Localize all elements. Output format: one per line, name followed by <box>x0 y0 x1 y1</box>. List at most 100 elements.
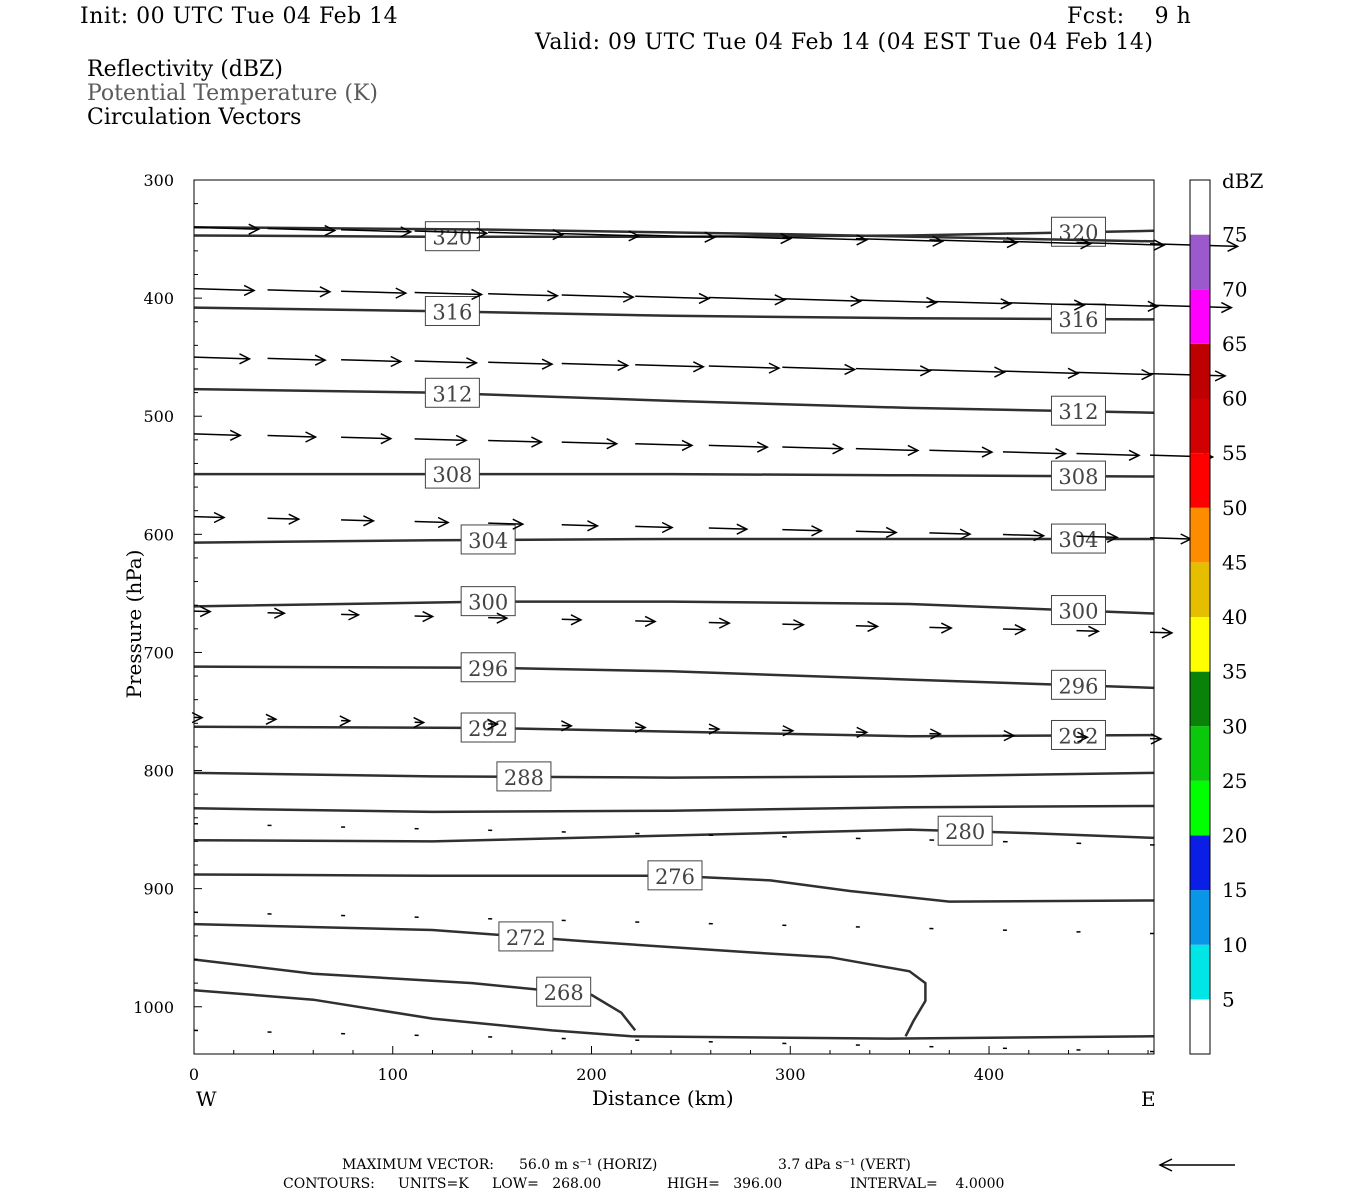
circulation-vector <box>341 613 359 616</box>
contour-label-box <box>460 524 516 555</box>
circulation-vector <box>635 442 693 447</box>
circulation-vector <box>929 300 1011 305</box>
vector-arrowhead <box>288 513 301 525</box>
colorbar-label: 70 <box>1222 277 1247 301</box>
y-tick-label: 400 <box>143 289 174 308</box>
vector-arrowhead <box>560 720 574 732</box>
vector-arrowhead <box>348 609 361 621</box>
circulation-vector <box>193 287 255 292</box>
contour-label: 276 <box>655 865 695 889</box>
vector-arrowhead <box>512 518 525 530</box>
circulation-vector <box>708 621 730 624</box>
contour-label: 320 <box>1058 221 1098 245</box>
circulation-vector <box>782 366 855 371</box>
circulation-vector <box>855 299 937 304</box>
colorbar-frame <box>1189 179 1211 1055</box>
colorbar-label: 10 <box>1222 933 1247 957</box>
colorbar-label: 35 <box>1222 660 1247 684</box>
vector-arrowhead <box>1161 627 1174 639</box>
colorbar-label: 25 <box>1222 769 1247 793</box>
x-tick-label: 200 <box>576 1065 607 1084</box>
circulation-vector <box>414 291 482 296</box>
max-vector-vertical: 3.7 dPa s⁻¹ (VERT) <box>778 1157 911 1173</box>
colorbar-segment <box>1190 671 1210 727</box>
vector-arrowhead <box>1000 298 1013 310</box>
vector-arrowhead <box>319 286 332 298</box>
contour-label: 312 <box>432 382 472 406</box>
circulation-vector <box>1002 240 1091 245</box>
vector-arrowhead <box>191 711 204 724</box>
colorbar-segment <box>1190 835 1210 891</box>
vector-arrowhead <box>274 607 287 619</box>
circulation-vector <box>708 527 747 530</box>
circulation-vector <box>1002 451 1066 455</box>
colorbar-label: 20 <box>1222 824 1247 848</box>
vector-arrowhead <box>681 439 694 452</box>
vector-arrowhead <box>471 288 484 301</box>
vector-arrowhead <box>704 231 717 243</box>
vector-arrowhead <box>940 622 953 634</box>
circulation-vector <box>929 626 952 629</box>
colorbar-segment <box>1190 726 1210 781</box>
contour-label-box <box>1050 669 1106 700</box>
colorbar-label: 50 <box>1222 496 1247 520</box>
vector-arrowhead <box>437 516 450 529</box>
vector-arrowhead <box>587 520 600 532</box>
circulation-vector <box>1002 370 1079 375</box>
contour-label-box <box>1050 303 1106 334</box>
vector-arrowhead <box>793 619 806 631</box>
vector-arrowhead <box>959 528 972 540</box>
contour-line <box>193 988 1155 1040</box>
contour-label: 300 <box>1058 600 1098 624</box>
colorbar-label: 55 <box>1222 441 1247 465</box>
vector-arrowhead <box>400 226 413 238</box>
contour-label: 296 <box>1058 674 1098 698</box>
y-tick-label: 500 <box>143 407 174 426</box>
colorbar-segment <box>1190 617 1210 672</box>
contour-label: 288 <box>504 766 544 790</box>
contour-line <box>193 537 1154 544</box>
contours-units: UNITS=K <box>398 1176 469 1192</box>
vector-arrowhead <box>1088 625 1101 637</box>
vector-arrowhead <box>718 617 731 629</box>
circulation-vector <box>414 520 449 524</box>
vector-arrowhead <box>774 294 787 306</box>
x-tick-label: 400 <box>974 1065 1005 1084</box>
x-axis-west-label: W <box>196 1087 217 1111</box>
circulation-vector <box>414 438 467 442</box>
contour-label-box <box>498 921 554 952</box>
circulation-vector <box>488 231 563 236</box>
circulation-vector <box>193 433 241 437</box>
contour-label: 316 <box>432 300 472 324</box>
vector-arrowhead <box>552 228 565 241</box>
vector-arrowhead <box>606 438 619 450</box>
circulation-vector <box>782 623 804 626</box>
vector-arrowhead <box>570 614 583 626</box>
legend-potential-temperature: Potential Temperature (K) <box>87 81 378 106</box>
contour-label-box <box>1050 395 1106 426</box>
circulation-vector <box>782 446 843 450</box>
contour-label: 268 <box>544 981 584 1005</box>
vector-arrowhead <box>314 354 327 366</box>
vector-arrowhead <box>1033 530 1046 542</box>
contour-label: 280 <box>945 820 985 844</box>
contour-label-box <box>460 652 516 683</box>
circulation-vector <box>855 625 878 628</box>
vector-arrowhead <box>644 615 657 628</box>
vector-arrowhead <box>531 436 544 448</box>
contour-label: 304 <box>468 529 508 553</box>
vector-arrowhead <box>476 227 489 239</box>
circulation-vector <box>341 358 401 363</box>
vector-arrowhead <box>213 511 226 524</box>
legend-circulation-vectors: Circulation Vectors <box>87 105 302 130</box>
circulation-vector <box>1076 535 1118 539</box>
colorbar-label: 45 <box>1222 550 1247 574</box>
colorbar-unit: dBZ <box>1222 169 1264 193</box>
colorbar-segment <box>1190 780 1210 836</box>
contour-line <box>193 229 1155 238</box>
circulation-vector <box>561 362 628 367</box>
max-vector-horizontal: 56.0 m s⁻¹ (HORIZ) <box>519 1157 658 1173</box>
circulation-vector <box>1150 537 1191 540</box>
contour-line <box>193 600 1155 615</box>
